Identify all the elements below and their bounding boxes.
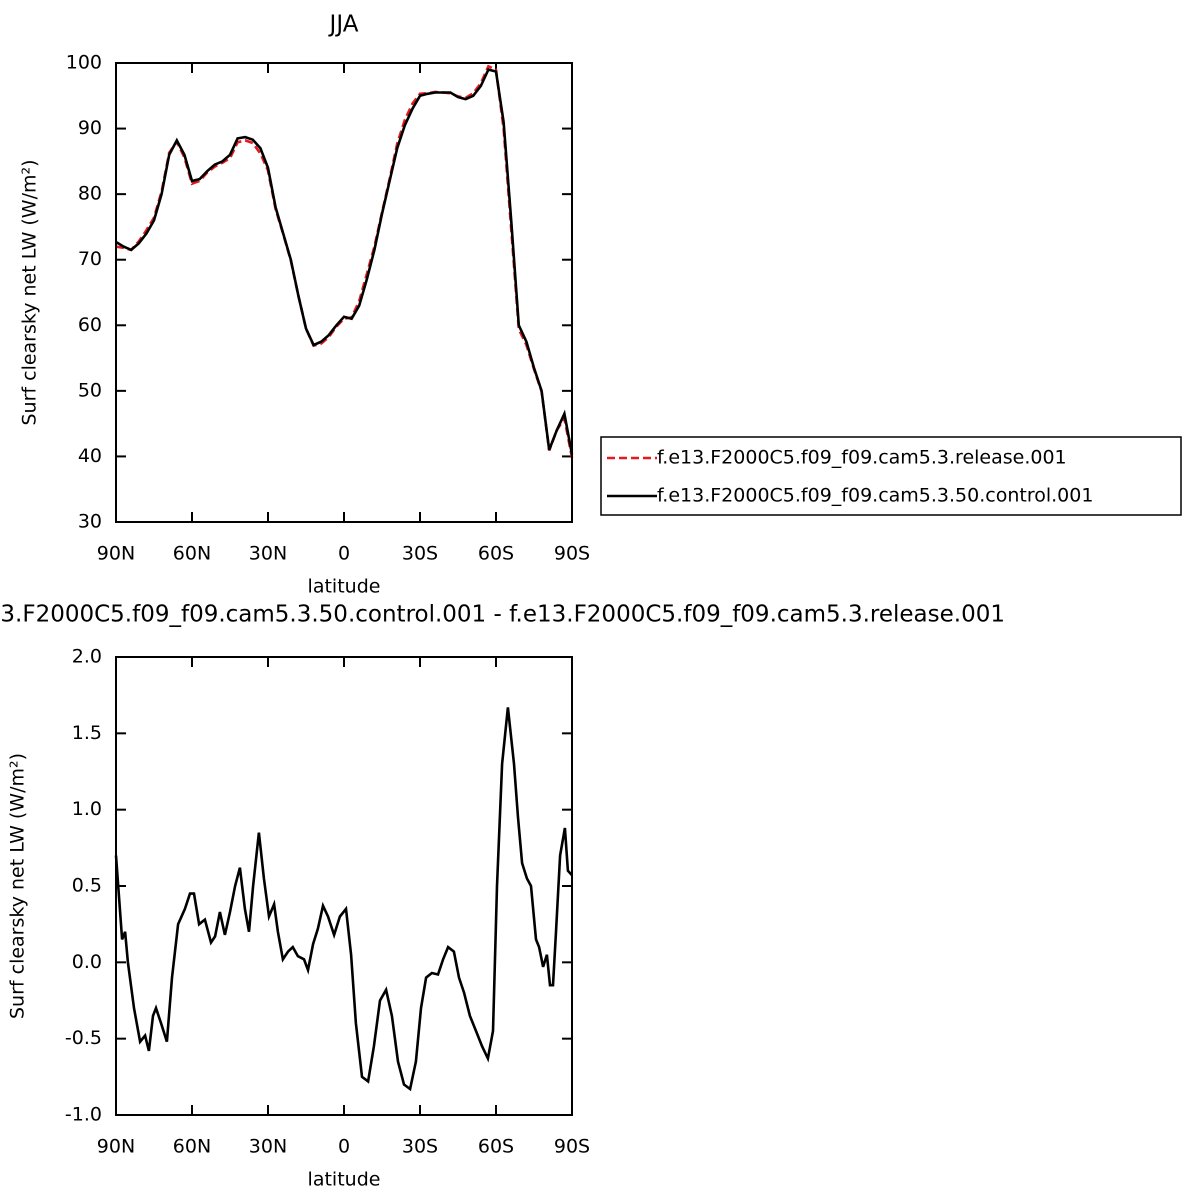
y-tick-label: 40 <box>78 445 102 467</box>
x-tick-label: 60S <box>478 1136 514 1158</box>
y-tick-label: 90 <box>78 117 102 139</box>
x-tick-label: 30N <box>249 1136 287 1158</box>
x-tick-label: 60N <box>173 543 211 565</box>
x-axis-label: latitude <box>308 1169 381 1191</box>
data-line <box>114 707 573 1092</box>
legend-entry: f.e13.F2000C5.f09_f09.cam5.3.50.control.… <box>657 485 1093 507</box>
y-tick-label: 2.0 <box>72 646 102 668</box>
y-axis-label: Surf clearsky net LW (W/m²) <box>7 753 29 1019</box>
y-tick-label: -1.0 <box>65 1104 102 1126</box>
y-tick-label: 0.5 <box>72 875 102 897</box>
y-tick-label: 1.5 <box>72 722 102 744</box>
x-tick-label: 30S <box>402 543 438 565</box>
x-tick-label: 0 <box>338 543 350 565</box>
x-axis-label: latitude <box>308 576 381 598</box>
y-tick-label: -0.5 <box>65 1027 102 1049</box>
chart-title: f.e13.F2000C5.f09_f09.cam5.3.50.control.… <box>0 602 1005 628</box>
y-tick-label: 50 <box>78 379 102 401</box>
x-tick-label: 90S <box>554 1136 590 1158</box>
y-tick-label: 1.0 <box>72 798 102 820</box>
data-line <box>115 64 574 458</box>
legend-box <box>600 436 1182 516</box>
plot-frame <box>115 62 573 523</box>
y-tick-label: 100 <box>66 52 102 74</box>
y-axis-label: Surf clearsky net LW (W/m²) <box>19 159 41 425</box>
y-tick-label: 70 <box>78 248 102 270</box>
x-tick-label: 0 <box>338 1136 350 1158</box>
legend-entry: f.e13.F2000C5.f09_f09.cam5.3.release.001 <box>657 447 1067 469</box>
x-tick-label: 90N <box>97 1136 135 1158</box>
data-line <box>115 68 574 455</box>
x-tick-label: 60N <box>173 1136 211 1158</box>
x-tick-label: 90N <box>97 543 135 565</box>
x-tick-label: 30S <box>402 1136 438 1158</box>
y-tick-label: 0.0 <box>72 951 102 973</box>
x-tick-label: 60S <box>478 543 514 565</box>
x-tick-label: 90S <box>554 543 590 565</box>
y-tick-label: 80 <box>78 183 102 205</box>
x-tick-label: 30N <box>249 543 287 565</box>
plot-frame <box>115 656 573 1116</box>
y-tick-label: 60 <box>78 314 102 336</box>
chart-title: JJA <box>328 12 359 38</box>
y-tick-label: 30 <box>78 511 102 533</box>
